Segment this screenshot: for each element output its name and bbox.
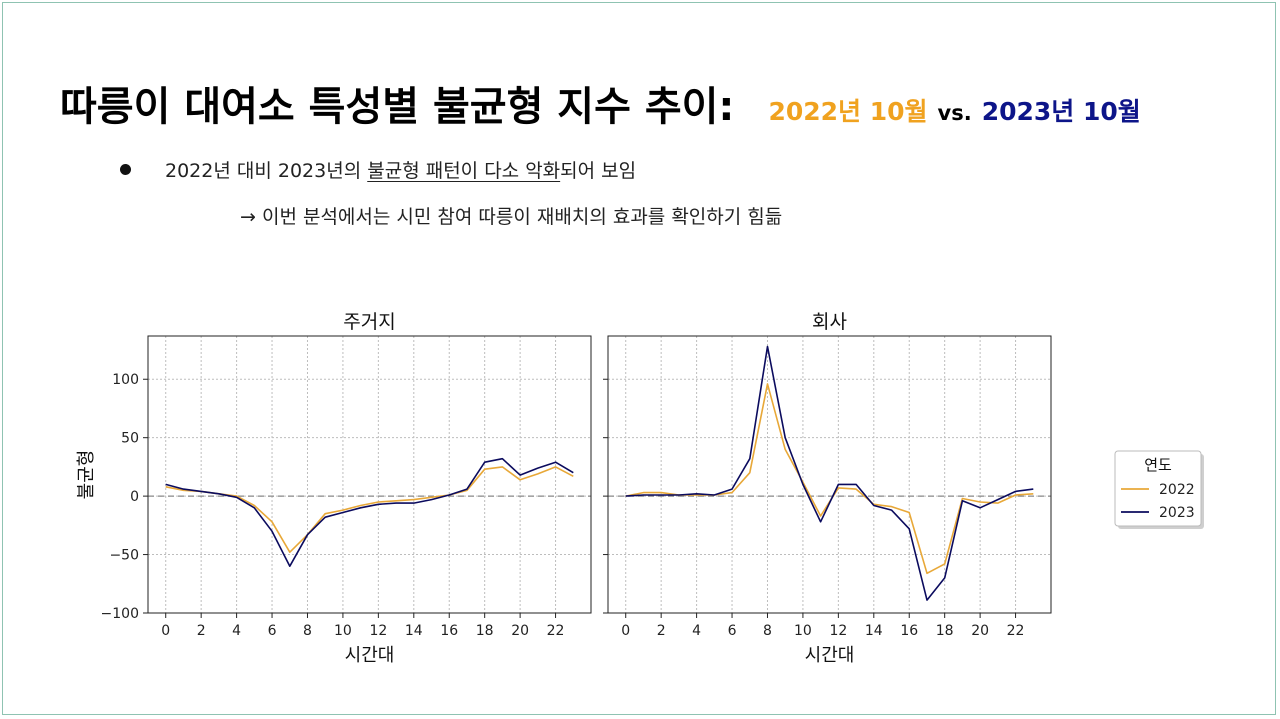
y-tick-label: 0: [130, 489, 139, 505]
x-tick-label: 2: [657, 623, 666, 639]
series-line-2023: [625, 345, 1034, 601]
bullet-underlined: 불균형 패턴이 다소 악화: [367, 160, 561, 182]
bullet-dot-icon: [120, 164, 131, 175]
subtitle-vs: vs.: [937, 101, 972, 125]
x-tick-label: 10: [334, 623, 352, 639]
slide-title-row: 따릉이 대여소 특성별 불균형 지수 추이: 2022년 10월 vs. 2023년…: [60, 74, 1141, 134]
x-tick-label: 20: [511, 623, 529, 639]
x-tick-label: 14: [405, 623, 423, 639]
legend-box: [1114, 450, 1202, 527]
x-tick-label: 4: [232, 623, 241, 639]
y-tick-label: 50: [121, 431, 139, 447]
x-axis-label: 시간대: [345, 645, 395, 666]
y-tick-label: −50: [109, 548, 139, 564]
x-tick-label: 18: [476, 623, 494, 639]
y-tick-label: −100: [101, 606, 139, 622]
bullet-suffix: 되어 보임: [560, 160, 637, 182]
subtitle-2022: 2022년 10월: [768, 97, 928, 126]
x-tick-label: 14: [865, 623, 883, 639]
x-tick-label: 22: [1007, 623, 1025, 639]
plot-frame: [607, 335, 1052, 614]
x-tick-label: 4: [692, 623, 701, 639]
bullet-line: 2022년 대비 2023년의 불균형 패턴이 다소 악화되어 보임: [120, 156, 636, 183]
x-tick-label: 12: [829, 623, 847, 639]
x-tick-label: 2: [197, 623, 206, 639]
x-tick-label: 20: [971, 623, 989, 639]
x-tick-label: 22: [547, 623, 565, 639]
x-tick-label: 6: [728, 623, 737, 639]
x-tick-label: 10: [794, 623, 812, 639]
slide-subtitle: 2022년 10월 vs. 2023년 10월: [768, 92, 1140, 128]
x-tick-label: 6: [268, 623, 277, 639]
subtitle-2023: 2023년 10월: [981, 97, 1141, 126]
x-tick-label: 8: [303, 623, 312, 639]
plot-frame: [147, 335, 592, 614]
x-tick-label: 0: [161, 623, 170, 639]
series-line-2023: [165, 457, 574, 568]
series-line-2022: [625, 383, 1034, 575]
bullet-prefix: 2022년 대비 2023년의: [165, 160, 368, 182]
legend-title: 연도: [1144, 456, 1172, 474]
y-tick-label: 100: [112, 372, 139, 388]
arrow-line: → 이번 분석에서는 시민 참여 따릉이 재배치의 효과를 확인하기 힘듦: [240, 206, 783, 228]
x-tick-label: 18: [936, 623, 954, 639]
y-axis-label: 불균형: [76, 450, 97, 500]
x-tick-label: 16: [900, 623, 918, 639]
x-tick-label: 12: [369, 623, 387, 639]
legend-label-2023: 2023: [1159, 505, 1195, 521]
x-tick-label: 0: [621, 623, 630, 639]
x-tick-label: 8: [763, 623, 772, 639]
series-line-2022: [165, 466, 574, 554]
panel-title: 주거지: [343, 311, 395, 333]
slide-title: 따릉이 대여소 특성별 불균형 지수 추이:: [60, 84, 735, 130]
x-tick-label: 16: [440, 623, 458, 639]
panel-title: 회사: [812, 311, 847, 333]
legend-label-2022: 2022: [1159, 482, 1195, 498]
x-axis-label: 시간대: [805, 645, 855, 666]
